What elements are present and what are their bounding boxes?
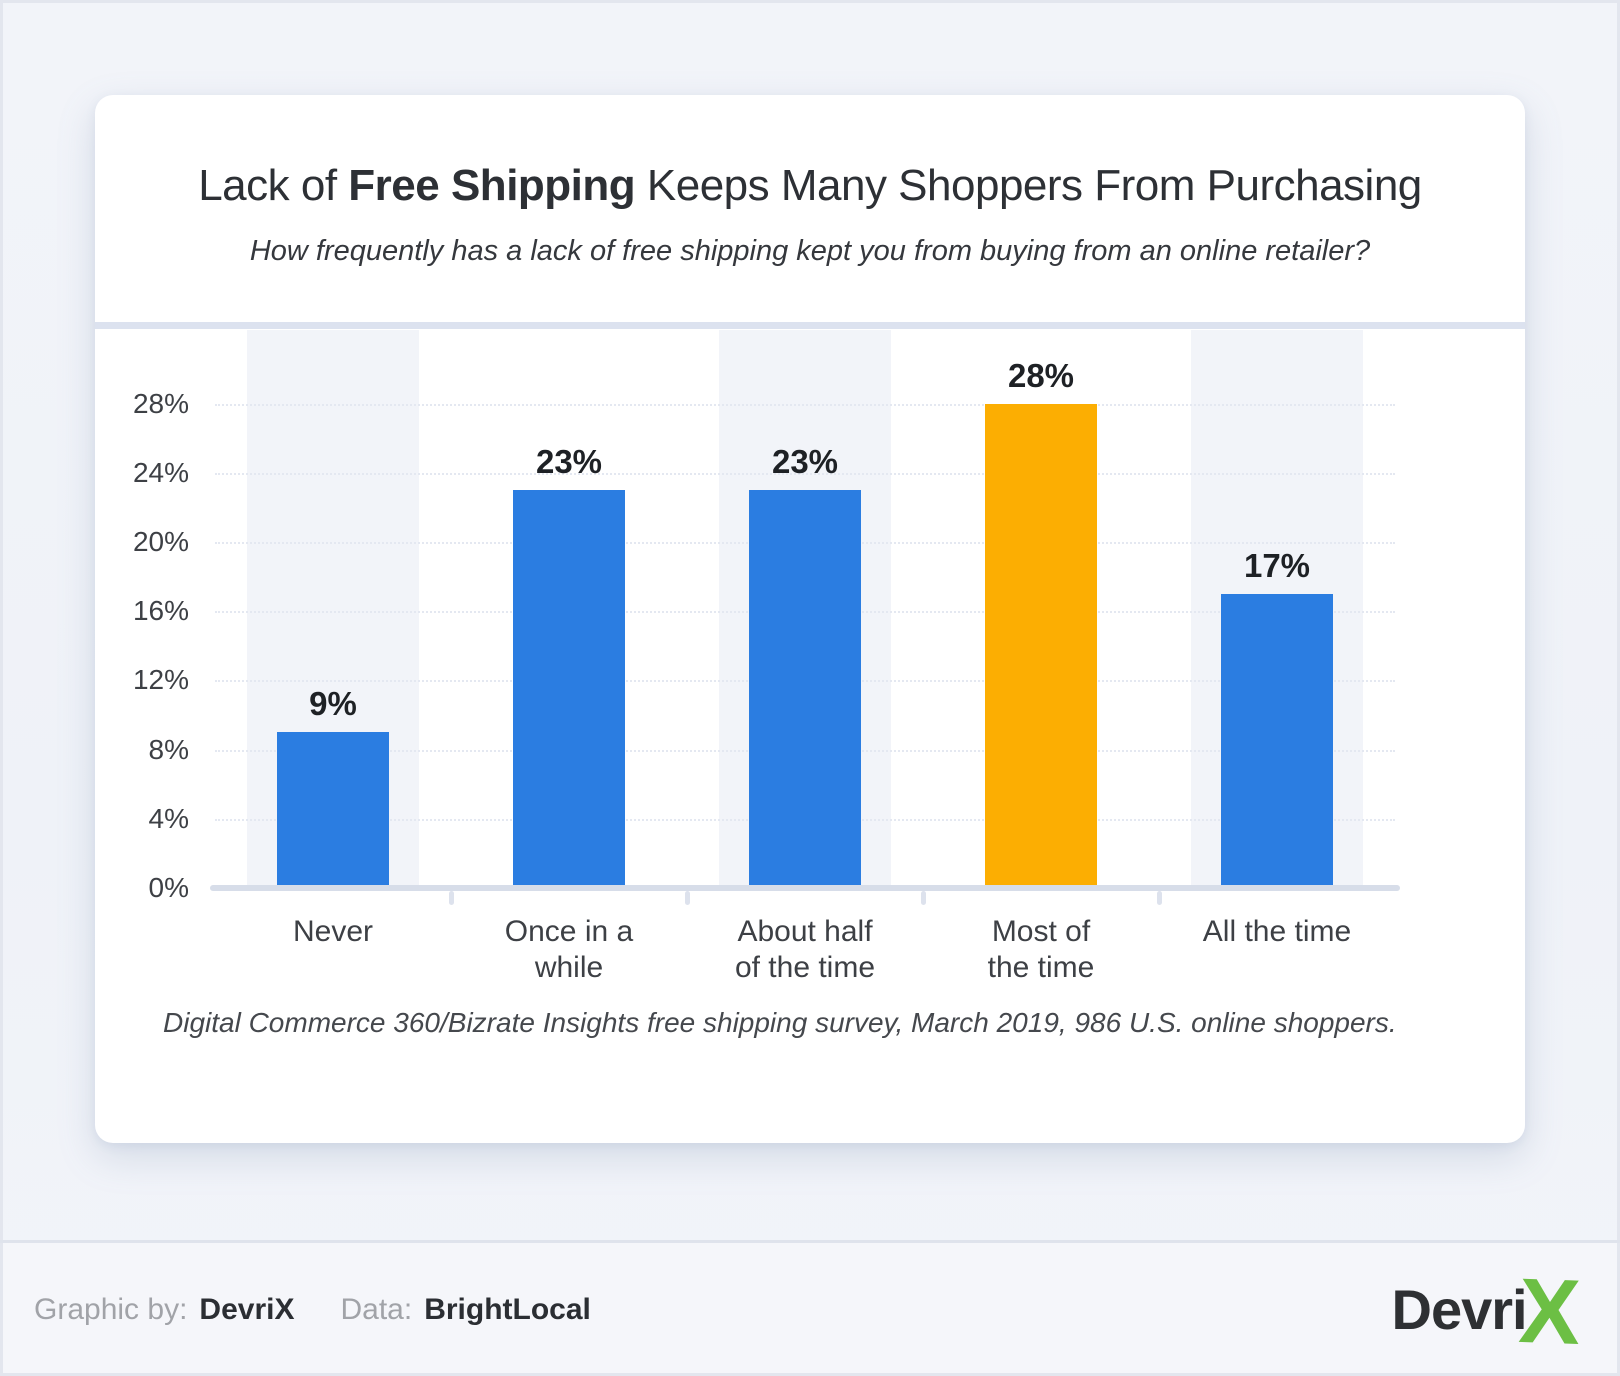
x-axis-label-once-in-a-while: Once in a while [451,914,687,986]
x-axis-label-never: Never [215,914,451,950]
credit-data-label: Data: [340,1292,413,1326]
chart-card: Lack of Free Shipping Keeps Many Shopper… [95,95,1525,1143]
chart-header: Lack of Free Shipping Keeps Many Shopper… [95,95,1525,322]
bar-most-of-the-time [985,403,1097,888]
x-axis-label-line: All the time [1202,915,1352,948]
bar-value-label-never: 9% [309,685,357,723]
x-axis-label-line: About half [737,915,873,948]
x-axis-tick [684,891,690,905]
credit-graphic-label: Graphic by: [34,1292,188,1326]
y-axis-label-16pct: 16% [132,595,189,627]
bar-value-label-most-of-the-time: 28% [1007,356,1075,394]
x-axis-baseline [210,885,1400,891]
y-axis-label-28pct: 28% [132,387,189,419]
header-divider [95,322,1525,329]
x-axis-label-about-half-of-the-time: About half of the time [687,914,923,986]
chart-title-emphasis: Free Shipping [348,161,636,210]
footer-bar: Graphic by: DevriX Data: BrightLocal Dev… [0,1240,1620,1376]
devrix-logo: Devri X [1391,1259,1582,1364]
x-axis-tick [448,891,454,905]
bar-value-label-once-in-a-while: 23% [535,443,603,481]
bar-once-in-a-while [513,490,625,888]
x-axis-label-most-of-the-time: Most of the time [923,914,1159,986]
devrix-logo-word: Devri [1391,1278,1528,1341]
y-axis-label-0pct: 0% [148,872,189,903]
gridline-28pct [215,403,1395,406]
x-axis-label-line: Once in a [504,915,634,948]
x-axis-label-line: Most of [991,915,1091,948]
bar-never [277,732,389,888]
credit-graphic-value: DevriX [199,1292,295,1326]
plot-area: 0% 4% 8% 12% 16% 20% 24% 28% 9% 23% 23% 28% 17% Never… [133,330,1400,984]
credits: Graphic by: DevriX Data: BrightLocal [34,1293,591,1327]
x-axis-label-line: while [534,951,604,984]
x-axis-label-line: the time [987,951,1095,984]
y-axis-label-12pct: 12% [132,664,189,696]
y-axis-label-20pct: 20% [132,526,189,557]
x-axis-label-all-the-time: All the time [1159,914,1395,950]
bar-about-half-of-the-time [749,490,861,888]
x-axis-tick [920,891,926,905]
bar-value-label-about-half-of-the-time: 23% [771,443,839,481]
x-axis-tick [1156,891,1162,905]
devrix-logo-x-mark: X [1516,1259,1582,1364]
y-axis-label-4pct: 4% [148,802,189,834]
y-axis-label-8pct: 8% [148,733,189,765]
bar-value-label-all-the-time: 17% [1243,546,1311,584]
chart-title: Lack of Free Shipping Keeps Many Shopper… [95,95,1525,213]
bar-all-the-time [1221,593,1333,888]
chart-title-prefix: Lack of [198,161,349,210]
x-axis-label-line: of the time [734,951,876,984]
chart-title-suffix: Keeps Many Shoppers From Purchasing [635,161,1422,210]
chart-region: 0% 4% 8% 12% 16% 20% 24% 28% 9% 23% 23% 28% 17% Never… [133,330,1400,984]
gridline-24pct [215,472,1395,475]
source-footnote: Digital Commerce 360/Bizrate Insights fr… [163,1007,1397,1038]
y-axis-label-24pct: 24% [132,456,189,488]
credit-data-value: BrightLocal [424,1292,591,1326]
chart-subtitle: How frequently has a lack of free shippi… [249,235,1371,267]
x-axis-label-line: Never [292,915,374,948]
